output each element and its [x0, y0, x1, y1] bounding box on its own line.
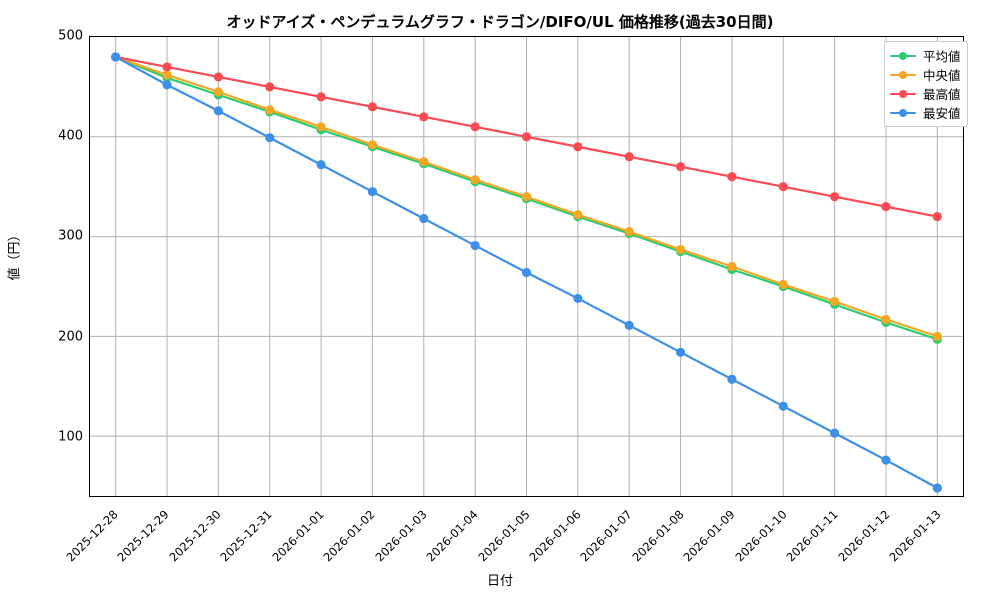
plot-area: [89, 36, 964, 497]
data-point-marker: [932, 212, 942, 222]
data-point-marker: [521, 267, 532, 278]
y-axis-label: 値（円）: [7, 228, 23, 281]
data-point-marker: [316, 92, 326, 102]
data-point-marker: [213, 87, 223, 97]
data-point-marker: [213, 106, 223, 116]
data-point-marker: [675, 347, 686, 357]
data-point-marker: [265, 105, 275, 115]
data-point-marker: [727, 172, 737, 182]
data-point-marker: [675, 162, 686, 172]
data-point-marker: [265, 82, 275, 92]
data-point-marker: [162, 80, 172, 90]
legend-dot-icon: [899, 108, 907, 117]
data-point-marker: [830, 192, 840, 202]
data-point-marker: [727, 261, 737, 272]
y-tick-label: 300: [58, 228, 83, 244]
legend-dot-icon: [899, 89, 907, 98]
data-point-marker: [265, 133, 275, 143]
data-point-marker: [830, 296, 840, 307]
series-lines: [111, 52, 942, 493]
data-point-marker: [932, 331, 942, 341]
data-point-marker: [111, 52, 121, 62]
legend-item[interactable]: 最安値: [890, 103, 961, 122]
data-point-marker: [470, 122, 480, 132]
legend-label: 平均値: [923, 49, 961, 64]
legend-item[interactable]: 最高値: [890, 84, 961, 103]
legend-swatch-icon: [890, 88, 916, 100]
data-point-marker: [624, 226, 634, 237]
data-point-marker: [778, 182, 788, 192]
data-point-marker: [778, 401, 788, 411]
legend-swatch-icon: [890, 69, 916, 81]
data-point-marker: [881, 202, 891, 212]
data-point-marker: [932, 483, 942, 493]
data-point-marker: [419, 214, 429, 224]
data-point-marker: [367, 140, 378, 150]
data-point-marker: [830, 428, 840, 438]
data-point-marker: [881, 314, 891, 324]
data-point-marker: [419, 112, 429, 122]
data-point-marker: [727, 374, 737, 384]
legend-swatch-icon: [890, 50, 916, 62]
data-point-marker: [624, 320, 634, 330]
data-point-marker: [624, 152, 634, 162]
data-point-marker: [521, 192, 532, 202]
data-point-marker: [316, 122, 326, 132]
y-tick-label: 100: [58, 429, 83, 445]
data-point-marker: [573, 142, 583, 152]
data-point-marker: [470, 175, 480, 185]
data-point-marker: [367, 102, 378, 112]
data-point-marker: [470, 240, 480, 251]
data-point-marker: [367, 187, 378, 197]
data-point-marker: [316, 160, 326, 170]
legend-swatch-icon: [890, 107, 916, 119]
data-point-marker: [162, 70, 172, 80]
x-axis-ticks: 2025-12-28 2025-12-29 2025-12-30 2025-12-31…: [63, 497, 964, 567]
y-tick-label: 400: [58, 128, 83, 144]
data-point-marker: [162, 62, 172, 72]
data-point-marker: [573, 210, 583, 220]
legend-item[interactable]: 中央値: [890, 65, 961, 84]
legend-dot-icon: [899, 51, 907, 60]
data-point-marker: [675, 244, 686, 255]
legend-item[interactable]: 平均値: [890, 46, 961, 65]
data-point-marker: [419, 157, 429, 167]
chart-legend[interactable]: 平均値中央値最高値最安値: [884, 41, 968, 127]
data-point-marker: [778, 279, 788, 290]
x-axis-label: 日付: [486, 574, 513, 589]
data-point-marker: [881, 455, 891, 465]
data-point-marker: [573, 293, 583, 304]
y-axis-ticks: 100 200 300 400 500: [33, 29, 83, 497]
data-point-marker: [213, 72, 223, 82]
chart-title: オッドアイズ・ペンデュラムグラフ・ドラゴン/DIFO/UL 価格推移(過去30日…: [226, 13, 774, 31]
legend-label: 中央値: [923, 68, 961, 83]
data-point-marker: [521, 132, 532, 142]
y-tick-label: 500: [58, 28, 83, 44]
legend-label: 最高値: [923, 87, 961, 102]
y-tick-label: 200: [58, 329, 83, 345]
legend-dot-icon: [899, 70, 907, 79]
legend-label: 最安値: [923, 106, 961, 121]
